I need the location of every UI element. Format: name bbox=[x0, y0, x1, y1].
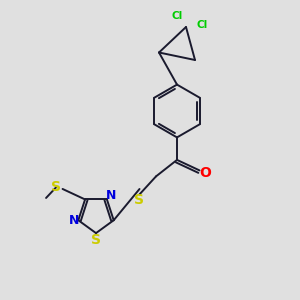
Text: Cl: Cl bbox=[197, 20, 208, 31]
Text: Cl: Cl bbox=[171, 11, 183, 21]
Text: S: S bbox=[51, 181, 61, 194]
Text: N: N bbox=[106, 189, 117, 203]
Text: O: O bbox=[199, 166, 211, 180]
Text: S: S bbox=[91, 233, 101, 247]
Text: S: S bbox=[134, 193, 144, 207]
Text: N: N bbox=[69, 214, 79, 227]
